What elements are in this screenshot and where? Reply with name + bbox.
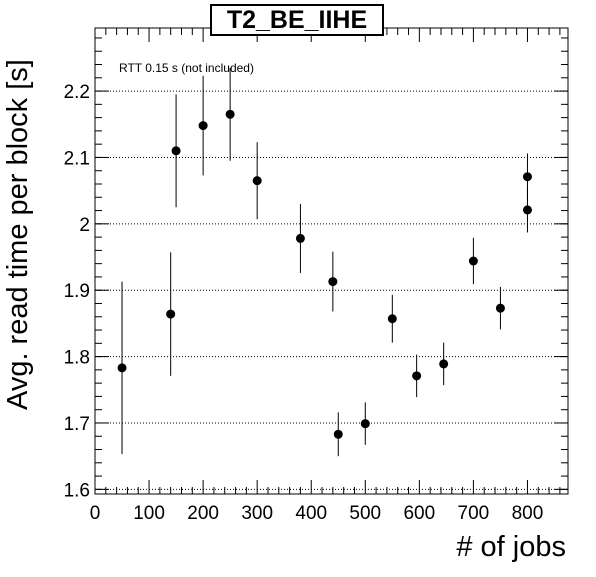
rtt-annotation: RTT 0.15 s (not included) xyxy=(119,61,254,75)
y-tick-label: 1.7 xyxy=(64,414,90,435)
axis-ticks xyxy=(94,28,568,494)
data-point xyxy=(495,303,505,313)
x-axis-label: # of jobs xyxy=(456,531,566,563)
y-tick-label: 1.6 xyxy=(64,480,90,501)
data-point xyxy=(225,109,235,119)
data-point xyxy=(328,277,338,287)
grid-lines xyxy=(95,90,568,490)
data-point xyxy=(198,121,208,131)
y-tick-label: 2.2 xyxy=(64,82,90,103)
x-tick-label: 200 xyxy=(187,503,219,524)
data-point xyxy=(412,371,422,381)
data-point xyxy=(295,233,305,243)
data-point xyxy=(387,314,397,324)
data-point xyxy=(468,256,478,266)
chart-title: T2_BE_IIHE xyxy=(210,4,384,36)
y-tick-labels: 1.6 1.7 1.8 1.9 2 2.1 2.2 xyxy=(64,82,90,501)
x-tick-label: 600 xyxy=(403,503,435,524)
data-point xyxy=(522,172,532,182)
y-tick-label: 2.1 xyxy=(64,148,90,169)
x-tick-label: 400 xyxy=(295,503,327,524)
data-points xyxy=(117,67,532,457)
y-tick-label: 1.8 xyxy=(64,348,90,369)
data-point xyxy=(522,205,532,215)
data-point xyxy=(117,363,127,373)
x-tick-label: 300 xyxy=(241,503,273,524)
data-point xyxy=(439,359,449,369)
data-point xyxy=(333,429,343,439)
plot-frame xyxy=(94,27,569,495)
y-tick-label: 2 xyxy=(79,215,90,236)
x-tick-label: 100 xyxy=(133,503,165,524)
y-tick-label: 1.9 xyxy=(64,281,90,302)
x-tick-label: 700 xyxy=(458,503,490,524)
x-tick-labels: 0 100 200 300 400 500 600 700 800 xyxy=(90,503,544,524)
x-tick-label: 0 xyxy=(90,503,101,524)
x-tick-label: 500 xyxy=(349,503,381,524)
data-point xyxy=(252,176,262,186)
data-point xyxy=(166,309,176,319)
data-point xyxy=(171,146,181,156)
y-axis-label: Avg. read time per block [s] xyxy=(2,59,34,410)
data-point xyxy=(360,419,370,429)
x-tick-label: 800 xyxy=(512,503,544,524)
